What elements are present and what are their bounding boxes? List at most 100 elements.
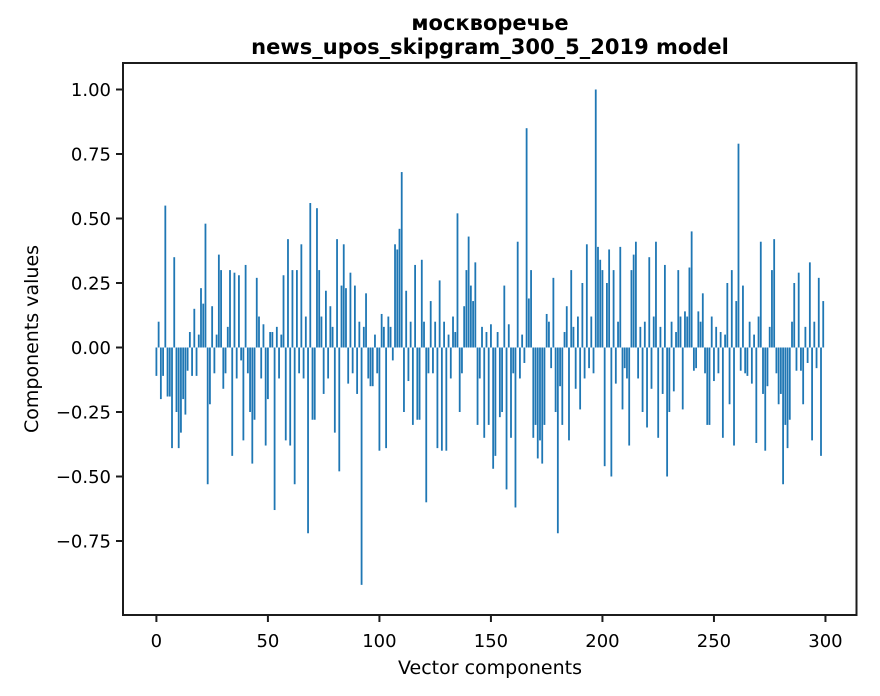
bar-component-55 xyxy=(278,347,280,379)
bar-component-61 xyxy=(291,270,294,348)
bar-component-80 xyxy=(333,347,336,433)
bar-component-227 xyxy=(661,347,664,394)
bar-component-40 xyxy=(244,264,247,348)
bar-component-236 xyxy=(681,347,684,410)
bar-component-193 xyxy=(585,244,588,348)
bar-component-46 xyxy=(258,316,260,348)
bar-component-179 xyxy=(554,347,557,412)
bar-component-20 xyxy=(200,288,202,348)
bar-component-249 xyxy=(710,316,713,348)
bar-component-117 xyxy=(416,347,419,420)
bar-component-255 xyxy=(724,334,726,348)
bar-component-197 xyxy=(594,89,597,348)
bar-component-172 xyxy=(539,347,541,441)
bar-component-280 xyxy=(779,347,782,394)
bar-component-128 xyxy=(440,347,443,451)
bar-component-133 xyxy=(452,316,454,348)
bar-component-158 xyxy=(507,324,510,348)
bar-component-124 xyxy=(432,347,434,374)
bar-component-141 xyxy=(469,285,472,348)
bar-component-216 xyxy=(637,347,640,379)
bar-component-29 xyxy=(220,270,222,348)
bar-component-170 xyxy=(534,347,537,425)
bar-component-19 xyxy=(197,334,200,348)
bar-component-100 xyxy=(378,347,381,451)
bar-component-137 xyxy=(461,347,463,374)
y-tick-label: −0.75 xyxy=(56,532,111,553)
bar-component-9 xyxy=(175,347,178,412)
bar-component-83 xyxy=(340,285,343,348)
bar-component-189 xyxy=(577,316,579,348)
bar-component-22 xyxy=(204,223,207,348)
bar-component-93 xyxy=(362,326,365,348)
bar-component-167 xyxy=(527,298,530,348)
bar-component-223 xyxy=(652,316,655,348)
bar-component-299 xyxy=(822,301,825,348)
bar-component-13 xyxy=(184,347,187,415)
bar-component-62 xyxy=(293,347,296,485)
bar-component-110 xyxy=(400,172,403,348)
bar-component-292 xyxy=(806,347,809,363)
bar-component-56 xyxy=(280,334,283,348)
bar-component-178 xyxy=(552,277,555,348)
bar-component-91 xyxy=(358,321,361,348)
bar-component-41 xyxy=(246,347,249,374)
bar-component-210 xyxy=(623,347,626,369)
bar-component-160 xyxy=(512,347,515,374)
bar-component-60 xyxy=(289,347,292,446)
chart-title-word: москворечье xyxy=(411,11,568,35)
bar-component-130 xyxy=(445,347,448,451)
bar-component-190 xyxy=(579,347,582,410)
bar-component-85 xyxy=(345,288,347,348)
bar-component-268 xyxy=(753,334,755,348)
bar-component-57 xyxy=(282,275,285,348)
bar-component-152 xyxy=(494,347,497,456)
bar-component-157 xyxy=(505,347,508,490)
bar-component-294 xyxy=(811,347,813,441)
bar-component-81 xyxy=(336,239,338,348)
bar-component-175 xyxy=(545,313,548,348)
bar-component-287 xyxy=(795,347,798,371)
y-tick-label: −0.25 xyxy=(56,403,111,424)
bar-component-103 xyxy=(385,347,388,449)
bar-component-265 xyxy=(746,347,749,376)
bar-component-33 xyxy=(229,270,231,348)
bar-component-261 xyxy=(737,143,740,348)
bar-component-275 xyxy=(768,326,771,348)
bar-component-66 xyxy=(302,347,305,379)
bar-component-185 xyxy=(568,347,570,441)
bar-component-71 xyxy=(313,347,316,420)
bar-component-147 xyxy=(483,347,486,438)
bar-component-163 xyxy=(519,347,521,379)
bar-component-131 xyxy=(447,334,450,348)
bar-component-140 xyxy=(467,236,470,348)
bar-component-102 xyxy=(382,326,385,348)
bar-component-237 xyxy=(684,311,686,348)
bar-component-64 xyxy=(298,347,301,374)
bar-component-176 xyxy=(548,321,550,348)
bar-component-104 xyxy=(387,316,390,348)
bar-component-39 xyxy=(242,347,245,441)
bar-component-44 xyxy=(253,347,256,420)
bar-component-10 xyxy=(177,347,180,449)
bar-component-222 xyxy=(650,347,653,389)
bar-component-108 xyxy=(396,249,399,348)
x-tick-label: 100 xyxy=(362,631,396,652)
bar-component-244 xyxy=(699,321,702,348)
bar-component-129 xyxy=(443,321,445,348)
bar-component-263 xyxy=(742,285,744,348)
bar-component-143 xyxy=(474,262,477,348)
bar-component-171 xyxy=(536,347,539,459)
bar-component-286 xyxy=(793,283,796,348)
bar-component-112 xyxy=(405,290,408,348)
bar-component-219 xyxy=(643,321,646,348)
bar-component-271 xyxy=(759,241,762,348)
bar-component-241 xyxy=(692,347,695,371)
bar-component-270 xyxy=(757,316,760,348)
bar-component-231 xyxy=(670,321,673,348)
bar-component-126 xyxy=(436,347,439,449)
bar-component-258 xyxy=(730,270,733,348)
bar-component-276 xyxy=(771,270,773,348)
